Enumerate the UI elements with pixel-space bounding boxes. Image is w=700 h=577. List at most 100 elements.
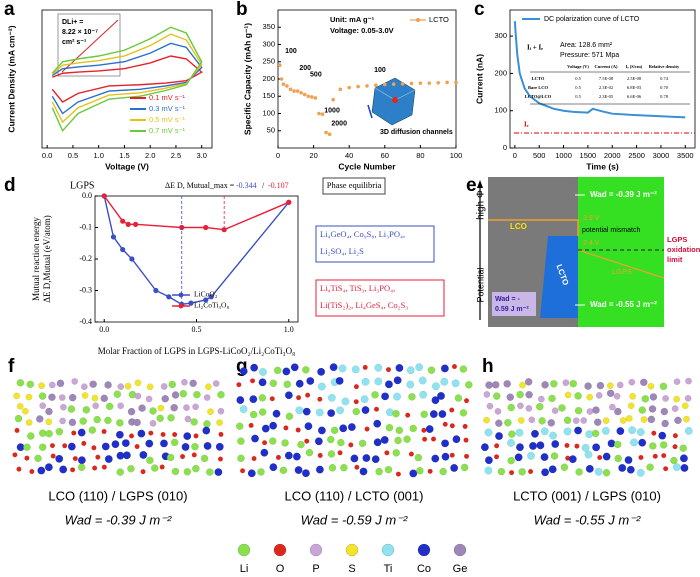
panel-label: b <box>236 0 248 20</box>
atom <box>459 409 468 417</box>
series-line <box>51 55 203 103</box>
atom <box>509 470 515 476</box>
legend-label: Ti <box>384 563 393 575</box>
atom <box>572 417 580 425</box>
atom <box>661 419 669 428</box>
atom <box>392 449 401 457</box>
x-tick-label: 1.0 <box>93 151 103 160</box>
legend-label: P <box>312 563 319 575</box>
panel-label: d <box>4 175 16 196</box>
atom <box>16 379 25 387</box>
atom <box>540 453 549 462</box>
atom <box>160 383 168 390</box>
annotation: Pressure: 571 Mpa <box>560 52 619 59</box>
atom <box>340 463 348 472</box>
atom <box>251 434 259 443</box>
atom <box>166 453 175 462</box>
atom <box>329 363 338 372</box>
atom <box>193 433 199 439</box>
atom <box>317 426 326 435</box>
atom <box>618 463 627 472</box>
atom <box>92 402 100 410</box>
atom <box>674 416 682 425</box>
atom <box>606 382 614 390</box>
atom <box>49 443 56 449</box>
legend-label: Li₂CoTi₃O₈ <box>194 301 229 310</box>
table-header: Relative density <box>649 64 680 69</box>
atom <box>540 427 549 436</box>
atom <box>384 465 393 474</box>
atom <box>507 456 515 465</box>
atom <box>59 465 68 474</box>
adhesion-label: 0.59 J m⁻² <box>495 306 529 313</box>
atom <box>628 378 636 386</box>
atom <box>638 406 647 414</box>
atom <box>525 391 533 399</box>
data-point <box>347 85 352 90</box>
series-line <box>103 195 290 306</box>
limit-label: oxidation <box>667 245 700 254</box>
atom <box>95 454 101 460</box>
atom <box>558 404 566 412</box>
atom <box>91 394 99 402</box>
atom <box>613 440 622 449</box>
data-point <box>338 87 343 92</box>
y-tick-label: 200 <box>262 74 275 83</box>
atom <box>630 438 638 447</box>
atom <box>580 417 588 424</box>
adhesion-label: Wad = - <box>495 296 520 303</box>
atom <box>508 430 516 438</box>
legend-label: O <box>276 563 285 575</box>
atom <box>193 390 201 399</box>
atom <box>306 377 315 385</box>
atom <box>672 444 678 450</box>
table-cell: 7.5E-08 <box>599 76 614 81</box>
atom <box>441 439 450 448</box>
adhesion-label: Wad = -0.39 J m⁻² <box>65 512 172 527</box>
x-tick-label: 20 <box>309 151 317 160</box>
data-point <box>374 83 378 88</box>
lco-level <box>488 219 579 236</box>
atom <box>659 441 668 449</box>
atom <box>385 423 394 432</box>
atom <box>602 469 611 477</box>
atom <box>440 364 449 373</box>
atom <box>58 394 66 401</box>
atom <box>406 366 415 375</box>
atom <box>317 396 323 402</box>
atom <box>606 389 615 398</box>
atom <box>374 377 383 386</box>
atom <box>117 402 124 410</box>
atom <box>409 469 418 478</box>
data-point <box>288 87 293 92</box>
atom <box>137 429 146 438</box>
phase-box <box>315 279 445 317</box>
atom <box>649 393 658 401</box>
atom <box>181 378 188 386</box>
atom <box>81 440 87 447</box>
atom <box>124 382 132 390</box>
series-line <box>51 26 203 133</box>
annotation: Area: 128.6 mm² <box>560 42 613 49</box>
data-point <box>153 287 159 294</box>
panel-label: f <box>8 356 15 377</box>
atom <box>658 431 667 440</box>
atom <box>207 408 214 416</box>
atom <box>671 405 679 412</box>
atom <box>251 455 257 462</box>
atom <box>431 382 440 391</box>
atom <box>527 451 535 460</box>
atom <box>104 416 112 425</box>
atom <box>371 391 379 399</box>
data-point <box>454 80 458 85</box>
atom <box>260 448 269 457</box>
atom <box>295 427 301 433</box>
atom <box>192 464 200 473</box>
atom <box>292 452 301 461</box>
atom <box>45 407 53 416</box>
atom <box>679 454 688 463</box>
atom <box>215 442 224 451</box>
atom <box>258 408 267 416</box>
atom <box>592 443 601 452</box>
data-point <box>409 81 414 86</box>
